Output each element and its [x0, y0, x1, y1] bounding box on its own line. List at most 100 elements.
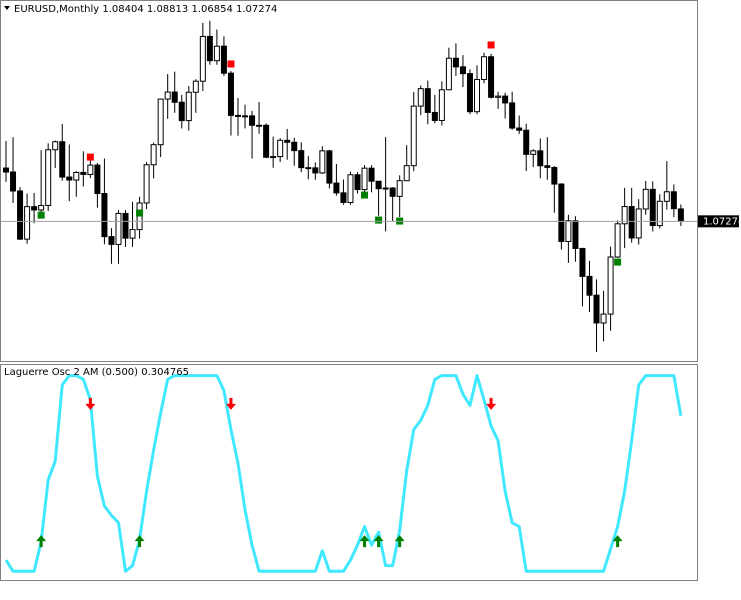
candle-body — [108, 236, 115, 245]
high-value: 1.08813 — [147, 4, 188, 15]
candle-body — [333, 182, 340, 194]
candle-body — [185, 91, 192, 122]
candle-body — [206, 35, 213, 62]
candle-body — [452, 57, 459, 68]
candle-body — [607, 256, 614, 315]
candle-body — [143, 164, 150, 204]
open-value: 1.08404 — [102, 4, 143, 15]
candle-body — [52, 141, 59, 151]
candle-body — [277, 139, 284, 158]
sell-arrow — [486, 397, 497, 410]
candle-body — [466, 73, 473, 113]
candle-body — [305, 167, 312, 170]
candle-body — [586, 275, 593, 296]
candle-body — [621, 206, 628, 225]
sell-signal — [487, 41, 495, 49]
candle-body — [558, 183, 565, 242]
buy-arrow — [394, 535, 405, 548]
candle-body — [375, 180, 382, 190]
candle-body — [593, 294, 600, 324]
candle-body — [677, 208, 684, 222]
candle-body — [45, 149, 52, 206]
candle-body — [291, 141, 298, 152]
candle-body — [284, 139, 291, 143]
candle-body — [122, 212, 129, 239]
candle-body — [389, 187, 396, 197]
candle-body — [459, 66, 466, 75]
buy-signal — [37, 211, 45, 219]
low-value: 1.06854 — [191, 4, 232, 15]
candle-body — [242, 115, 249, 118]
candle-body — [234, 114, 241, 117]
candle-body — [509, 102, 516, 129]
chart-header: EURUSD,Monthly 1.08404 1.08813 1.06854 1… — [14, 4, 277, 15]
oscillator-header: Laguerre Osc 2 AM (0.500) 0.304765 — [4, 367, 189, 378]
buy-signal — [375, 216, 383, 224]
candle-body — [565, 220, 572, 242]
candle-body — [474, 79, 481, 113]
candle-body — [263, 124, 270, 158]
candle-body — [382, 187, 389, 190]
marks-layer — [0, 20, 697, 573]
oscillator-last-value: 0.304765 — [141, 367, 189, 378]
candle-body — [10, 171, 17, 192]
sell-signal — [227, 60, 235, 68]
price-pane-frame — [0, 0, 698, 362]
candle-body — [213, 45, 220, 62]
candle-body — [614, 223, 621, 258]
candle-body — [150, 144, 157, 166]
candle-body — [410, 105, 417, 167]
candle-body — [270, 156, 277, 159]
candle-body — [319, 150, 326, 174]
menu-icon[interactable] — [4, 6, 10, 10]
buy-signal — [614, 258, 622, 266]
candle-body — [431, 111, 438, 121]
candle-body — [340, 192, 347, 204]
candle-body — [326, 150, 333, 184]
current-price-box — [698, 215, 739, 228]
candle-body — [649, 188, 656, 227]
candle-body — [424, 88, 431, 113]
candle-body — [129, 229, 136, 239]
candle-body — [59, 141, 66, 178]
candle-body — [249, 115, 256, 126]
buy-arrow — [134, 535, 145, 548]
candle-body — [115, 212, 122, 245]
candle-body — [628, 206, 635, 239]
candle-body — [227, 72, 234, 116]
candle-body — [670, 191, 677, 210]
candle-body — [417, 88, 424, 107]
candle-body — [600, 313, 607, 324]
candle-body — [312, 167, 319, 174]
buy-arrow — [612, 535, 623, 548]
buy-signal — [361, 191, 369, 199]
candle-body — [663, 191, 670, 202]
candle-body — [354, 174, 361, 191]
candle-body — [87, 164, 94, 175]
candle-body — [66, 176, 73, 181]
current-price-label: 1.07274 — [703, 216, 741, 227]
symbol-title: EURUSD,Monthly — [14, 4, 99, 15]
candle-body — [438, 89, 445, 121]
oscillator-pane-frame — [0, 364, 698, 581]
candle-body — [579, 247, 586, 277]
candle-body — [656, 200, 663, 227]
candle-body — [220, 45, 227, 74]
candle-body — [17, 190, 24, 240]
candle-body — [171, 91, 178, 103]
candle-body — [178, 101, 185, 122]
candle-body — [530, 150, 537, 155]
sell-arrow — [225, 397, 236, 410]
candle-body — [298, 150, 305, 169]
candle-body — [516, 127, 523, 131]
candle-body — [368, 167, 375, 182]
candle-body — [481, 56, 488, 81]
candle-body — [361, 167, 368, 191]
candle-body — [38, 204, 45, 211]
sell-arrow — [85, 397, 96, 410]
candle-body — [192, 80, 199, 93]
oscillator-title: Laguerre Osc 2 AM (0.500) — [4, 367, 138, 378]
labels-layer: 1.07274 — [698, 215, 741, 228]
